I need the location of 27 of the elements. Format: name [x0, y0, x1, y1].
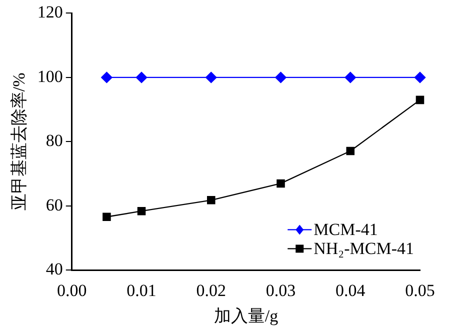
point [102, 212, 111, 222]
point [207, 196, 216, 204]
legend-label: NH₂-MCM-41 [314, 239, 414, 258]
point [137, 206, 146, 216]
y-tick-label: 40 [46, 260, 63, 279]
point [101, 72, 112, 84]
y-tick-label: 120 [37, 2, 63, 22]
y-tick-label: 100 [37, 66, 63, 86]
point [346, 146, 355, 156]
point [136, 72, 148, 84]
point [275, 72, 286, 84]
point [276, 179, 285, 188]
x-tick-label: 0.03 [266, 280, 296, 300]
y-axis-title: 亚甲基蓝去除率/% [10, 72, 29, 211]
x-tick-label: 0.00 [57, 280, 87, 300]
legend-label: MCM-41 [314, 220, 378, 240]
x-tick-label: 0.05 [405, 280, 435, 300]
point [344, 72, 356, 84]
point [206, 72, 217, 84]
y-tick-label: 80 [46, 131, 63, 150]
x-tick-label: 0.01 [126, 280, 156, 300]
x-tick-label: 0.04 [336, 280, 366, 300]
y-tick-label: 60 [46, 195, 63, 214]
x-tick-label: 0.02 [196, 280, 226, 300]
x-axis-title: 加入量/g [214, 306, 279, 326]
point [414, 72, 426, 84]
point [416, 96, 424, 104]
